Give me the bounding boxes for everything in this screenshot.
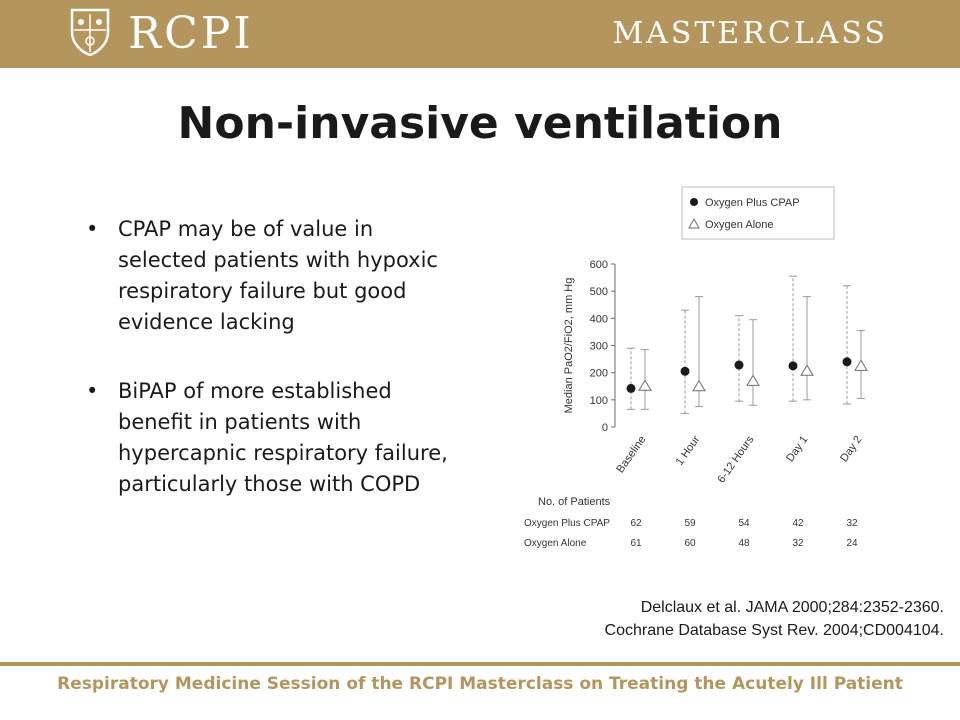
- patients-count: 59: [684, 518, 696, 529]
- bullet-item: • CPAP may be of value in selected patien…: [84, 214, 464, 338]
- reference-line: Delclaux et al. JAMA 2000;284:2352-2360.: [640, 599, 944, 616]
- patients-count: 62: [630, 518, 642, 529]
- bullet-text: BiPAP of more established benefit in pat…: [118, 379, 448, 496]
- legend-box: [681, 186, 835, 240]
- x-category-label: Baseline: [614, 434, 648, 475]
- patients-table-header: No. of Patients: [538, 496, 611, 508]
- patients-count: 60: [684, 538, 696, 549]
- data-point-oxygen-alone: [746, 374, 760, 386]
- y-tick-label: 100: [590, 395, 608, 407]
- patients-count: 42: [792, 518, 804, 529]
- y-tick-label: 300: [590, 341, 608, 353]
- patients-count: 48: [738, 538, 750, 549]
- bullet-marker: •: [86, 217, 99, 241]
- bullet-list: • CPAP may be of value in selected patien…: [84, 214, 464, 538]
- rcpi-logo-text: RCPI: [128, 8, 254, 59]
- data-point-cpap: [842, 357, 852, 367]
- bullet-marker: •: [86, 379, 99, 403]
- x-category-label: 1 Hour: [674, 434, 703, 468]
- header-bar: RCPI MASTERCLASS: [0, 0, 960, 68]
- legend-marker-circle: [690, 198, 698, 206]
- y-axis-label: Median PaO2/FiO2, mm Hg: [563, 278, 575, 414]
- masterclass-label: MASTERCLASS: [612, 16, 888, 51]
- legend-marker-triangle: [688, 217, 700, 229]
- data-point-cpap: [680, 366, 690, 376]
- data-point-cpap: [788, 361, 798, 371]
- data-point-cpap: [734, 360, 744, 370]
- rcpi-crest-icon: [70, 8, 110, 56]
- patients-count: 54: [738, 518, 750, 529]
- y-tick-label: 400: [590, 313, 608, 325]
- patients-count: 32: [846, 518, 858, 529]
- y-tick-label: 600: [590, 259, 608, 271]
- footer-text: Respiratory Medicine Session of the RCPI…: [57, 674, 903, 694]
- data-point-oxygen-alone: [638, 379, 652, 391]
- x-category-label: Day 1: [784, 434, 810, 464]
- pao2-fio2-chart: Oxygen Plus CPAP Oxygen Alone 0 100 200 300 40…: [510, 182, 920, 558]
- legend-label: Oxygen Plus CPAP: [705, 197, 800, 209]
- reference-line: Cochrane Database Syst Rev. 2004;CD00410…: [604, 622, 944, 639]
- patients-row-label: Oxygen Plus CPAP: [524, 518, 610, 529]
- data-point-oxygen-alone: [692, 379, 706, 392]
- bullet-text: CPAP may be of value in selected patient…: [118, 217, 438, 334]
- data-point-oxygen-alone: [854, 359, 868, 371]
- patients-row-label: Oxygen Alone: [524, 538, 587, 549]
- x-category-label: Day 2: [838, 434, 864, 464]
- bullet-item: • BiPAP of more established benefit in pa…: [84, 376, 464, 500]
- slide-title: Non-invasive ventilation: [177, 98, 783, 149]
- patients-count: 61: [630, 538, 642, 549]
- y-tick-label: 200: [590, 368, 608, 380]
- patients-count: 32: [792, 538, 804, 549]
- x-category-label: 6-12 Hours: [715, 433, 756, 485]
- data-point-oxygen-alone: [800, 364, 814, 376]
- footer-divider: [0, 662, 960, 666]
- y-tick-label: 0: [602, 422, 608, 434]
- references: Delclaux et al. JAMA 2000;284:2352-2360.…: [605, 596, 944, 642]
- legend-label: Oxygen Alone: [705, 219, 774, 231]
- data-point-cpap: [626, 383, 636, 393]
- y-tick-label: 500: [590, 286, 608, 298]
- chart-svg: Oxygen Plus CPAP Oxygen Alone 0 100 200 300 40…: [524, 186, 868, 549]
- patients-count: 24: [846, 538, 858, 549]
